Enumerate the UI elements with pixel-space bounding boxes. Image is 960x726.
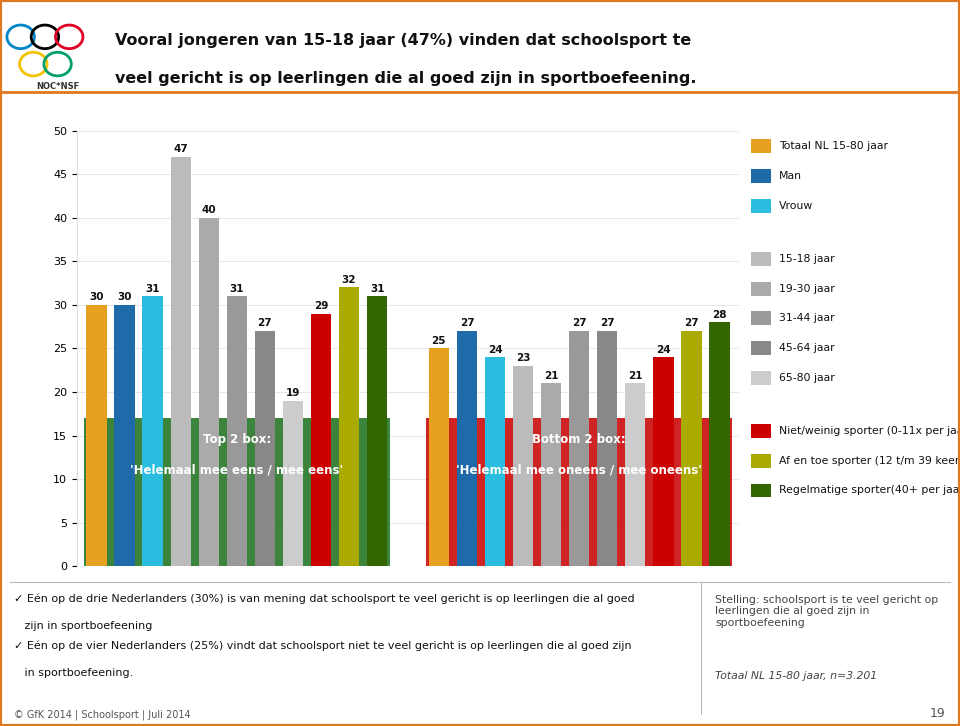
Bar xyxy=(751,484,771,497)
Text: 24: 24 xyxy=(488,345,502,354)
Text: SCHOOLSPORT IS TE VEEL GERICHT OP LEERLINGEN: SCHOOLSPORT IS TE VEEL GERICHT OP LEERLI… xyxy=(215,95,601,108)
Text: 45-64 jaar: 45-64 jaar xyxy=(780,343,834,353)
Text: 27: 27 xyxy=(572,319,587,328)
Bar xyxy=(485,357,505,566)
Text: veel gericht is op leerlingen die al goed zijn in sportboefeening.: veel gericht is op leerlingen die al goe… xyxy=(115,70,697,86)
Bar xyxy=(751,199,771,213)
Text: DIE AL GOED ZIJN IN SPORTBOEFEENING: DIE AL GOED ZIJN IN SPORTBOEFEENING xyxy=(257,114,559,127)
Text: Man: Man xyxy=(780,171,802,181)
Text: Totaal NL 15-80 jaar, n=3.201: Totaal NL 15-80 jaar, n=3.201 xyxy=(715,672,877,682)
Text: Totaal NL 15-80 jaar: Totaal NL 15-80 jaar xyxy=(780,142,888,151)
Bar xyxy=(751,424,771,439)
Text: ✓ Eén op de vier Nederlanders (25%) vindt dat schoolsport niet te veel gericht i: ✓ Eén op de vier Nederlanders (25%) vind… xyxy=(14,640,632,650)
Bar xyxy=(751,341,771,355)
Bar xyxy=(709,322,730,566)
Bar xyxy=(86,305,107,566)
Bar xyxy=(751,454,771,468)
Bar xyxy=(311,314,331,566)
Text: Regelmatige sporter(40+ per jaar): Regelmatige sporter(40+ per jaar) xyxy=(780,486,960,495)
Bar xyxy=(457,331,477,566)
Text: 30: 30 xyxy=(89,293,104,302)
Text: 31: 31 xyxy=(145,284,159,293)
Text: 65-80 jaar: 65-80 jaar xyxy=(780,372,835,383)
Bar xyxy=(751,282,771,295)
Text: 19-30 jaar: 19-30 jaar xyxy=(780,284,835,294)
Text: 25: 25 xyxy=(432,336,446,346)
Text: 29: 29 xyxy=(314,301,328,311)
Text: 27: 27 xyxy=(460,319,474,328)
Bar xyxy=(339,287,359,566)
Text: Vooral jongeren van 15-18 jaar (47%) vinden dat schoolsport te: Vooral jongeren van 15-18 jaar (47%) vin… xyxy=(115,33,691,48)
Text: 'Helemaal mee eens / mee eens': 'Helemaal mee eens / mee eens' xyxy=(131,464,344,477)
Text: NOC*NSF: NOC*NSF xyxy=(36,82,80,91)
Text: in sportboefeening.: in sportboefeening. xyxy=(14,668,133,678)
Text: 21: 21 xyxy=(544,371,559,380)
Bar xyxy=(114,305,134,566)
Text: © GfK 2014 | Schoolsport | Juli 2014: © GfK 2014 | Schoolsport | Juli 2014 xyxy=(14,709,191,719)
Bar xyxy=(751,139,771,153)
Bar xyxy=(254,331,275,566)
Bar xyxy=(569,331,589,566)
Bar xyxy=(682,331,702,566)
Bar xyxy=(597,331,617,566)
Text: ✓ Eén op de drie Nederlanders (30%) is van mening dat schoolsport te veel gerich: ✓ Eén op de drie Nederlanders (30%) is v… xyxy=(14,593,635,604)
Text: Bottom 2 box:: Bottom 2 box: xyxy=(533,433,626,446)
Bar xyxy=(654,357,674,566)
Text: 40: 40 xyxy=(202,205,216,215)
Text: 28: 28 xyxy=(712,310,727,319)
Bar xyxy=(751,371,771,385)
Text: Vrouw: Vrouw xyxy=(780,200,813,211)
Bar xyxy=(541,383,562,566)
Bar xyxy=(429,348,449,566)
Text: 32: 32 xyxy=(342,275,356,285)
Text: 21: 21 xyxy=(628,371,642,380)
Text: 'Helemaal mee oneens / mee oneens': 'Helemaal mee oneens / mee oneens' xyxy=(456,464,702,477)
Text: 27: 27 xyxy=(257,319,273,328)
Text: Af en toe sporter (12 t/m 39 keer per jaar): Af en toe sporter (12 t/m 39 keer per ja… xyxy=(780,456,960,466)
Text: 31-44 jaar: 31-44 jaar xyxy=(780,314,834,323)
Bar xyxy=(283,401,303,566)
Bar xyxy=(625,383,645,566)
Bar xyxy=(513,366,533,566)
Bar xyxy=(171,157,191,566)
Bar xyxy=(142,296,162,566)
Text: 47: 47 xyxy=(173,144,188,154)
Bar xyxy=(199,218,219,566)
Text: Top 2 box:: Top 2 box: xyxy=(203,433,271,446)
Text: 15-18 jaar: 15-18 jaar xyxy=(780,254,834,264)
Text: 27: 27 xyxy=(600,319,614,328)
Bar xyxy=(751,169,771,183)
Text: zijn in sportboefeening: zijn in sportboefeening xyxy=(14,621,153,632)
Text: 31: 31 xyxy=(370,284,384,293)
Text: GfK: GfK xyxy=(867,34,928,63)
Text: Niet/weinig sporter (0-11x per jaar): Niet/weinig sporter (0-11x per jaar) xyxy=(780,426,960,436)
Text: 19: 19 xyxy=(930,706,946,719)
FancyBboxPatch shape xyxy=(84,418,390,566)
Text: 23: 23 xyxy=(516,354,530,363)
Text: 31: 31 xyxy=(229,284,244,293)
Text: Stelling: schoolsport is te veel gericht op
leerlingen die al goed zijn in
sport: Stelling: schoolsport is te veel gericht… xyxy=(715,595,939,628)
Text: 30: 30 xyxy=(117,293,132,302)
Text: 27: 27 xyxy=(684,319,699,328)
Bar xyxy=(751,252,771,266)
FancyBboxPatch shape xyxy=(426,418,732,566)
Bar xyxy=(751,311,771,325)
Text: 19: 19 xyxy=(286,388,300,398)
Text: 24: 24 xyxy=(656,345,671,354)
Bar xyxy=(367,296,387,566)
Bar xyxy=(227,296,247,566)
